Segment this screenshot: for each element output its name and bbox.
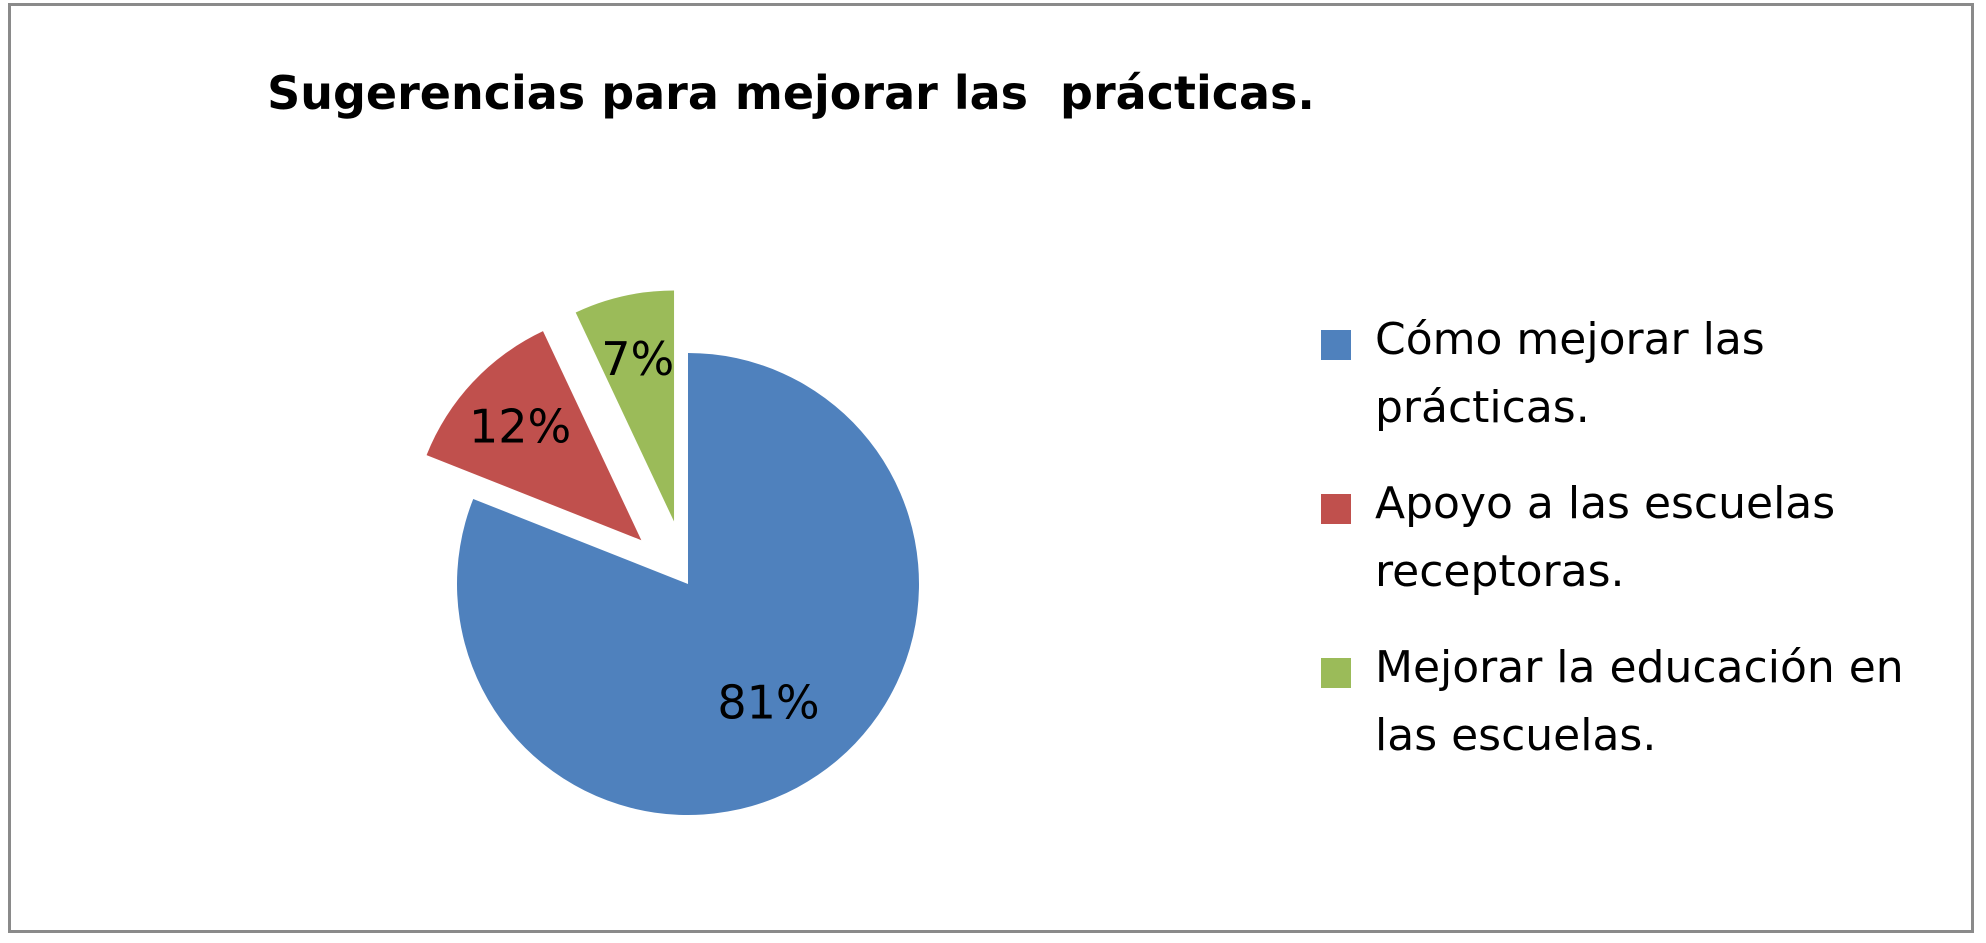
legend-item-como-mejorar: Cómo mejorar las prácticas. <box>1321 306 1961 442</box>
pie-data-label: 12% <box>469 399 571 453</box>
chart-area: Sugerencias para mejorar las prácticas. … <box>8 3 1974 933</box>
legend-label: Cómo mejorar las prácticas. <box>1375 314 1765 433</box>
pie-slice <box>575 290 675 522</box>
pie-slice <box>457 353 919 815</box>
legend: Cómo mejorar las prácticas. Apoyo a las … <box>1321 306 1961 798</box>
pie-data-labels: 81% 12% 7% <box>469 332 820 729</box>
legend-label: Apoyo a las escuelas receptoras. <box>1375 478 1836 597</box>
pie-data-label: 81% <box>717 675 819 729</box>
legend-item-apoyo-escuelas: Apoyo a las escuelas receptoras. <box>1321 470 1961 606</box>
legend-swatch-green <box>1321 658 1351 688</box>
pie-chart: 81% 12% 7% <box>426 290 919 815</box>
pie-data-label: 7% <box>601 332 674 386</box>
pie-slice <box>426 331 642 541</box>
legend-label: Mejorar la educación en las escuelas. <box>1375 642 1904 761</box>
legend-swatch-blue <box>1321 330 1351 360</box>
legend-swatch-red <box>1321 494 1351 524</box>
chart-title: Sugerencias para mejorar las prácticas. <box>267 66 1315 120</box>
legend-item-mejorar-educacion: Mejorar la educación en las escuelas. <box>1321 634 1961 770</box>
pie-slices <box>426 290 919 815</box>
